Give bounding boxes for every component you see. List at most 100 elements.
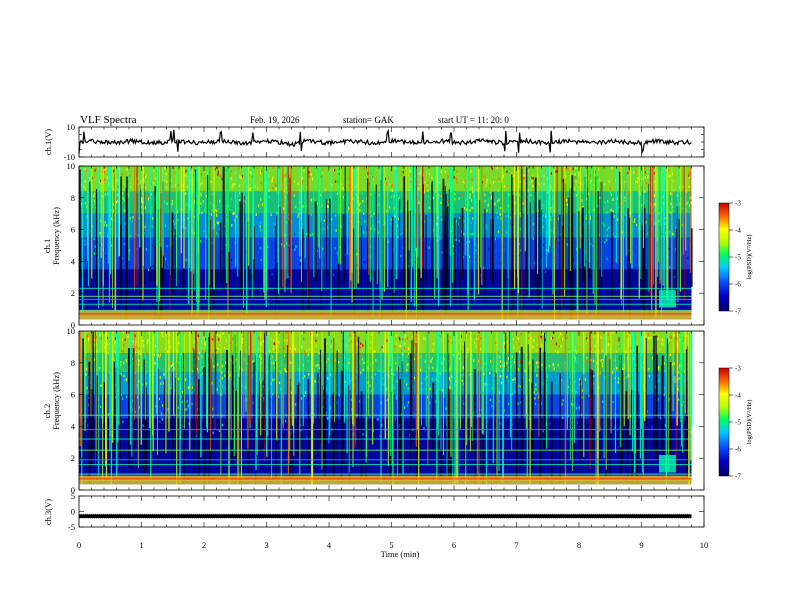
- spectrogram-speckle: [530, 194, 532, 197]
- spectrogram-speckle: [497, 216, 499, 219]
- spectrogram-speckle: [640, 177, 643, 180]
- spectrogram-sferic: [137, 331, 139, 469]
- spectrogram-speckle: [299, 262, 302, 266]
- spectrogram-speckle: [192, 369, 194, 373]
- spectrogram-speckle: [396, 335, 398, 338]
- spectrogram-speckle: [166, 180, 168, 184]
- spectrogram-speckle: [618, 344, 621, 348]
- spectrogram-patch: [659, 455, 676, 473]
- spectrogram-speckle: [200, 173, 202, 176]
- spectrogram-speckle: [603, 239, 605, 242]
- spectrogram-speckle: [325, 360, 327, 364]
- spectrogram-sferic: [168, 331, 170, 432]
- spectrogram-sferic: [346, 331, 348, 454]
- spectrogram-speckle: [143, 232, 145, 235]
- spectrogram-speckle: [432, 349, 434, 352]
- spectrogram-speckle: [278, 381, 281, 385]
- ch3-trace-hatch: [638, 513, 640, 519]
- ch3-trace-hatch: [248, 513, 250, 519]
- spectrogram-speckle: [533, 391, 535, 394]
- spectrogram-speckle: [628, 167, 630, 171]
- spectrogram-speckle: [606, 234, 608, 237]
- spectrogram-speckle: [150, 192, 152, 196]
- spectrogram-speckle: [550, 207, 552, 210]
- spectrogram-speckle: [307, 353, 309, 356]
- spectrogram-speckle: [286, 255, 288, 259]
- spectrogram-sferic: [355, 166, 357, 250]
- spectrogram-speckle: [211, 432, 213, 436]
- ch3-trace-hatch: [585, 513, 587, 519]
- spectrogram-speckle: [398, 336, 400, 340]
- spectrogram-speckle: [205, 343, 207, 347]
- spectrogram-speckle: [533, 197, 535, 201]
- ch3-trace-hatch: [225, 513, 228, 519]
- spectrogram-speckle: [285, 190, 287, 193]
- spectrogram-speckle: [121, 397, 123, 400]
- spectrogram-speckle: [218, 368, 220, 372]
- ch3-trace-hatch: [632, 513, 634, 519]
- spectrogram-speckle: [273, 267, 275, 271]
- spectrogram-speckle: [538, 182, 540, 186]
- spectrogram-speckle: [134, 334, 136, 337]
- spectrogram-speckle: [257, 204, 260, 208]
- spectrogram-speckle: [491, 262, 493, 265]
- spectrogram-speckle: [104, 193, 106, 196]
- spectrogram-speckle: [536, 343, 538, 347]
- spectrogram-sferic: [482, 331, 484, 435]
- spectrogram-sferic: [465, 331, 467, 487]
- spectrogram-gap: [302, 229, 304, 312]
- spectrogram-speckle: [184, 408, 187, 411]
- ch3-trace-hatch: [327, 513, 330, 519]
- spectrogram-sferic: [471, 331, 472, 427]
- spectrogram-sferic: [98, 166, 99, 309]
- spectrogram-speckle: [342, 195, 345, 199]
- spectrogram-speckle: [574, 173, 577, 176]
- y-tick-label: 0: [71, 507, 75, 517]
- spectrogram-sferic: [128, 166, 130, 261]
- spectrogram-gap: [298, 381, 300, 451]
- spectrogram-speckle: [233, 212, 235, 215]
- spectrogram-speckle: [273, 342, 276, 345]
- spectrogram-speckle: [460, 230, 463, 233]
- spectrogram-speckle: [279, 347, 281, 351]
- spectrogram-sferic: [690, 166, 691, 273]
- spectrogram-speckle: [161, 331, 163, 335]
- ch3-trace-hatch: [254, 513, 256, 519]
- spectrogram-speckle: [612, 368, 615, 371]
- ch3-trace-hatch: [121, 513, 124, 519]
- spectrogram-speckle: [663, 393, 665, 396]
- spectrogram-speckle: [93, 273, 95, 276]
- spectrogram-speckle: [685, 208, 688, 212]
- spectrogram-speckle: [406, 383, 408, 386]
- spectrogram-speckle: [537, 209, 539, 212]
- ch3-trace-hatch: [272, 513, 275, 519]
- spectrogram-sferic: [408, 166, 410, 251]
- spectrogram-gap: [197, 379, 200, 476]
- spectrogram-speckle: [144, 186, 147, 189]
- spectrogram-speckle: [512, 226, 514, 229]
- spectrogram-sferic: [625, 166, 627, 257]
- spectrogram-speckle: [295, 403, 297, 406]
- spectrogram-speckle: [120, 349, 123, 353]
- ch3-trace-hatch: [385, 513, 387, 519]
- spectrogram-speckle: [506, 361, 508, 365]
- spectrogram-speckle: [363, 361, 365, 365]
- spectrogram-speckle: [353, 212, 355, 215]
- spectrogram-sferic: [631, 331, 634, 452]
- spectrogram-speckle: [207, 378, 209, 381]
- spectrogram-speckle: [534, 369, 537, 373]
- ch2-spectrogram-x-ticks: [78, 331, 705, 490]
- spectrogram-speckle: [202, 336, 204, 340]
- spectrogram-speckle: [283, 244, 286, 248]
- spectrogram-speckle: [565, 198, 568, 202]
- spectrogram-speckle: [285, 370, 288, 373]
- spectrogram-speckle: [200, 192, 202, 195]
- spectrogram-speckle: [280, 243, 283, 246]
- spectrogram-band: [79, 213, 692, 238]
- spectrogram-speckle: [533, 339, 535, 342]
- spectrogram-speckle: [647, 333, 650, 337]
- spectrogram-gap: [399, 379, 402, 473]
- spectrogram-gap: [627, 378, 629, 483]
- spectrogram-speckle: [313, 369, 315, 372]
- spectrogram-speckle: [123, 374, 125, 378]
